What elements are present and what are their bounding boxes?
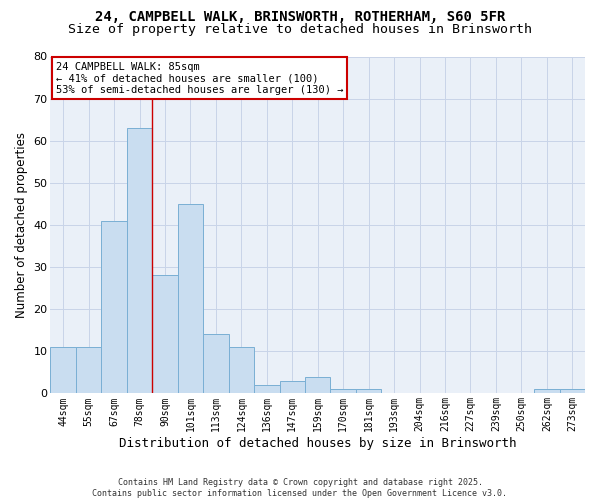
Bar	[50, 347, 76, 394]
Bar	[127, 128, 152, 394]
Bar	[280, 381, 305, 394]
Text: Size of property relative to detached houses in Brinsworth: Size of property relative to detached ho…	[68, 22, 532, 36]
Bar	[203, 334, 229, 394]
Text: 24, CAMPBELL WALK, BRINSWORTH, ROTHERHAM, S60 5FR: 24, CAMPBELL WALK, BRINSWORTH, ROTHERHAM…	[95, 10, 505, 24]
Bar	[534, 389, 560, 394]
Text: Contains HM Land Registry data © Crown copyright and database right 2025.
Contai: Contains HM Land Registry data © Crown c…	[92, 478, 508, 498]
Bar	[229, 347, 254, 394]
Bar	[254, 385, 280, 394]
Bar	[101, 220, 127, 394]
Bar	[560, 389, 585, 394]
Bar	[305, 376, 331, 394]
Bar	[152, 276, 178, 394]
Bar	[356, 389, 382, 394]
Bar	[331, 389, 356, 394]
Bar	[76, 347, 101, 394]
Bar	[178, 204, 203, 394]
Y-axis label: Number of detached properties: Number of detached properties	[15, 132, 28, 318]
Text: 24 CAMPBELL WALK: 85sqm
← 41% of detached houses are smaller (100)
53% of semi-d: 24 CAMPBELL WALK: 85sqm ← 41% of detache…	[56, 62, 343, 95]
X-axis label: Distribution of detached houses by size in Brinsworth: Distribution of detached houses by size …	[119, 437, 517, 450]
